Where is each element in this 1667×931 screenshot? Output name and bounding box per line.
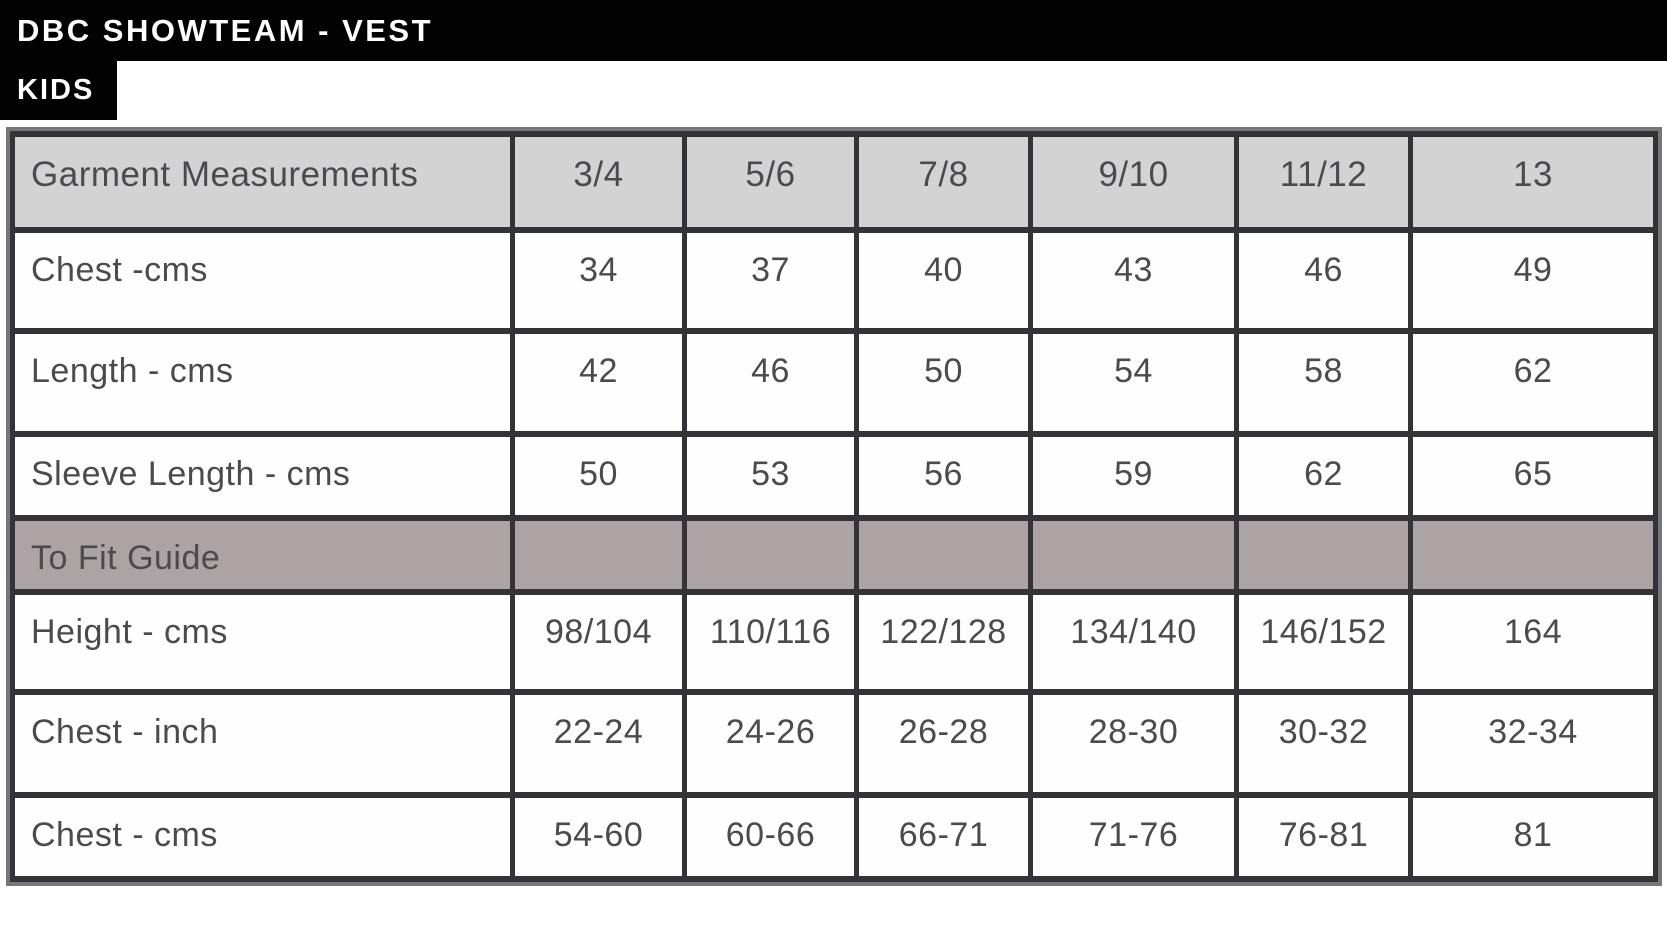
table-header-row: Garment Measurements 3/4 5/6 7/8 9/10 11/12 13: [10, 131, 1658, 233]
row-label: Length - cms: [10, 328, 515, 437]
size-chart-table: Garment Measurements 3/4 5/6 7/8 9/10 11/12 13…: [10, 131, 1658, 882]
size-column-header: 9/10: [1028, 131, 1239, 233]
size-value-cell: 50: [854, 328, 1033, 437]
table-row: Chest -cms 34 37 40 43 46 49: [10, 227, 1658, 334]
category-tag-label: KIDS: [17, 74, 95, 106]
row-label: Chest -cms: [10, 227, 515, 334]
size-column-header: 13: [1408, 131, 1658, 233]
page-title: DBC SHOWTEAM - VEST: [17, 12, 434, 48]
size-value-cell: 122/128: [854, 589, 1033, 695]
row-label: Chest - cms: [10, 792, 515, 882]
size-value-cell: 56: [854, 431, 1033, 521]
size-value-cell: [1408, 515, 1658, 595]
section-row: To Fit Guide: [10, 515, 1658, 595]
table-row: Chest - cms 54-60 60-66 66-71 71-76 76-81 81: [10, 792, 1658, 882]
row-label: Height - cms: [10, 589, 515, 695]
size-value-cell: 24-26: [682, 689, 859, 798]
size-column-header: 3/4: [510, 131, 687, 233]
size-value-cell: 164: [1408, 589, 1658, 695]
size-value-cell: 62: [1408, 328, 1658, 437]
size-value-cell: 32-34: [1408, 689, 1658, 798]
size-value-cell: 50: [510, 431, 687, 521]
size-column-header: 11/12: [1234, 131, 1413, 233]
row-label: Sleeve Length - cms: [10, 431, 515, 521]
size-column-header: 5/6: [682, 131, 859, 233]
size-value-cell: 30-32: [1234, 689, 1413, 798]
size-value-cell: 54: [1028, 328, 1239, 437]
size-value-cell: 65: [1408, 431, 1658, 521]
title-bar: DBC SHOWTEAM - VEST: [0, 0, 1667, 61]
table-row: Height - cms 98/104 110/116 122/128 134/140 1…: [10, 589, 1658, 695]
size-value-cell: 46: [682, 328, 859, 437]
size-value-cell: 71-76: [1028, 792, 1239, 882]
size-value-cell: 26-28: [854, 689, 1033, 798]
size-value-cell: 34: [510, 227, 687, 334]
size-value-cell: 42: [510, 328, 687, 437]
size-value-cell: 134/140: [1028, 589, 1239, 695]
size-value-cell: 98/104: [510, 589, 687, 695]
size-value-cell: [682, 515, 859, 595]
size-value-cell: 53: [682, 431, 859, 521]
size-value-cell: 22-24: [510, 689, 687, 798]
size-value-cell: 37: [682, 227, 859, 334]
size-value-cell: [510, 515, 687, 595]
size-value-cell: 46: [1234, 227, 1413, 334]
size-value-cell: [1028, 515, 1239, 595]
measurements-column-header: Garment Measurements: [10, 131, 515, 233]
table-row: Length - cms 42 46 50 54 58 62: [10, 328, 1658, 437]
table-row: Sleeve Length - cms 50 53 56 59 62 65: [10, 431, 1658, 521]
size-value-cell: 58: [1234, 328, 1413, 437]
size-value-cell: 110/116: [682, 589, 859, 695]
size-value-cell: 28-30: [1028, 689, 1239, 798]
size-value-cell: 60-66: [682, 792, 859, 882]
size-value-cell: 40: [854, 227, 1033, 334]
category-tag: KIDS: [0, 61, 117, 120]
size-column-header: 7/8: [854, 131, 1033, 233]
table-body: Chest -cms 34 37 40 43 46 49 Length - cms 42 46 50…: [10, 227, 1658, 882]
size-value-cell: 146/152: [1234, 589, 1413, 695]
size-chart: Garment Measurements 3/4 5/6 7/8 9/10 11/12 13…: [6, 127, 1662, 886]
size-value-cell: 76-81: [1234, 792, 1413, 882]
size-value-cell: [1234, 515, 1413, 595]
table-row: Chest - inch 22-24 24-26 26-28 28-30 30-32 32-…: [10, 689, 1658, 798]
size-value-cell: 43: [1028, 227, 1239, 334]
size-value-cell: 81: [1408, 792, 1658, 882]
row-label: To Fit Guide: [10, 515, 515, 595]
size-value-cell: 54-60: [510, 792, 687, 882]
size-value-cell: 66-71: [854, 792, 1033, 882]
size-value-cell: [854, 515, 1033, 595]
size-value-cell: 49: [1408, 227, 1658, 334]
row-label: Chest - inch: [10, 689, 515, 798]
size-value-cell: 62: [1234, 431, 1413, 521]
size-value-cell: 59: [1028, 431, 1239, 521]
